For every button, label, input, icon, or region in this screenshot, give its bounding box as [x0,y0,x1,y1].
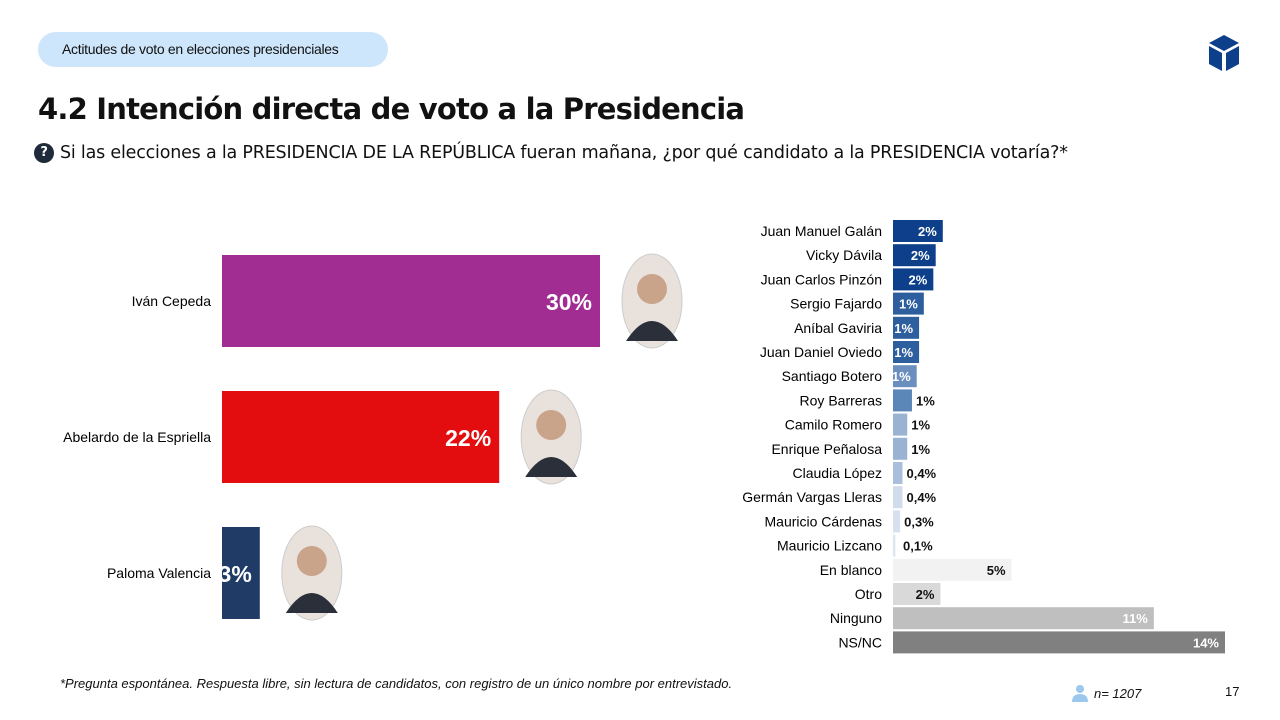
main-candidates-chart: Iván Cepeda 30% Abelardo de la Espriella 22… [63,253,683,621]
category-label: Ninguno [830,610,882,626]
bar [893,607,1154,630]
value-label: 11% [1123,611,1149,626]
bar [893,389,912,412]
category-label: NS/NC [838,634,882,650]
category-label: Santiago Botero [782,368,883,384]
category-label: Paloma Valencia [107,565,211,581]
bar [893,244,936,267]
category-label: Mauricio Cárdenas [765,513,883,529]
bar [893,558,1012,581]
category-label: Juan Manuel Galán [761,223,882,239]
category-label: Enrique Peñalosa [771,441,882,457]
value-label: 1% [894,321,913,336]
face [296,546,327,576]
bar [222,527,260,619]
bar [893,510,901,533]
category-label: Juan Daniel Oviedo [760,344,882,360]
category-label: Abelardo de la Espriella [63,429,211,445]
value-label: 1% [894,345,913,360]
value-label: 1% [899,297,918,312]
value-label: 14% [1193,635,1219,650]
face [536,410,567,440]
category-label: Iván Cepeda [132,293,212,309]
category-label: Camilo Romero [785,417,882,433]
question-text: Si las elecciones a la PRESIDENCIA DE LA… [60,143,1068,163]
value-label: 0,1% [903,539,933,554]
bar [893,341,920,363]
value-label: 0,4% [906,466,936,481]
candidate-photo [621,253,683,349]
bar [893,534,896,557]
bar [893,292,924,315]
section-pill: Actitudes de voto en elecciones presiden… [38,32,388,67]
category-label: Otro [855,586,882,602]
value-label: 2% [911,248,930,263]
bar [893,316,920,339]
value-label: 5% [987,563,1006,578]
other-candidates-chart: Juan Manuel Galán 2% Vicky Dávila 2% Juan Ca… [742,220,1225,654]
value-label: 2% [909,272,928,287]
value-label: 0,4% [906,490,936,505]
bar [893,631,1225,654]
bar [893,437,908,460]
body [626,321,678,341]
bar [893,220,943,242]
value-label: 0,3% [904,514,934,529]
question: ? Si las elecciones a la PRESIDENCIA DE L… [34,143,1068,163]
category-label: Vicky Dávila [806,247,882,263]
page-number: 17 [1225,684,1240,699]
category-label: Roy Barreras [800,392,882,408]
body [285,593,338,613]
footnote: *Pregunta espontánea. Respuesta libre, s… [60,676,733,691]
sample-size: n= 1207 [1072,684,1141,702]
value-label: 2% [918,224,937,239]
value-label: 1% [911,418,930,433]
bar [893,268,934,291]
bar [893,365,917,388]
value-label: 1% [911,442,930,457]
value-label: 1% [892,369,911,384]
category-label: Germán Vargas Lleras [742,489,882,505]
value-label: 22% [445,425,491,451]
bar [893,462,903,484]
candidate-photo [281,525,343,621]
category-label: Sergio Fajardo [790,296,882,312]
person-icon [1072,685,1088,702]
value-label: 30% [546,289,592,315]
category-label: En blanco [820,562,882,578]
category-label: Aníbal Gaviria [794,320,882,336]
cube-logo-icon [1209,35,1239,71]
category-label: Mauricio Lizcano [777,538,882,554]
value-label: 3% [219,561,252,587]
bar [893,486,903,509]
question-circle-icon: ? [34,143,54,163]
bar [222,255,600,347]
page-title: 4.2 Intención directa de voto a la Presi… [38,92,745,126]
value-label: 2% [916,587,935,602]
face [637,274,667,304]
bar [893,413,908,436]
bar [893,583,941,605]
body [525,457,578,477]
bar [222,391,500,483]
candidate-photo [520,389,582,485]
sample-text: n= 1207 [1094,685,1142,701]
value-label: 1% [916,393,935,408]
category-label: Claudia López [792,465,882,481]
category-label: Juan Carlos Pinzón [761,271,882,287]
